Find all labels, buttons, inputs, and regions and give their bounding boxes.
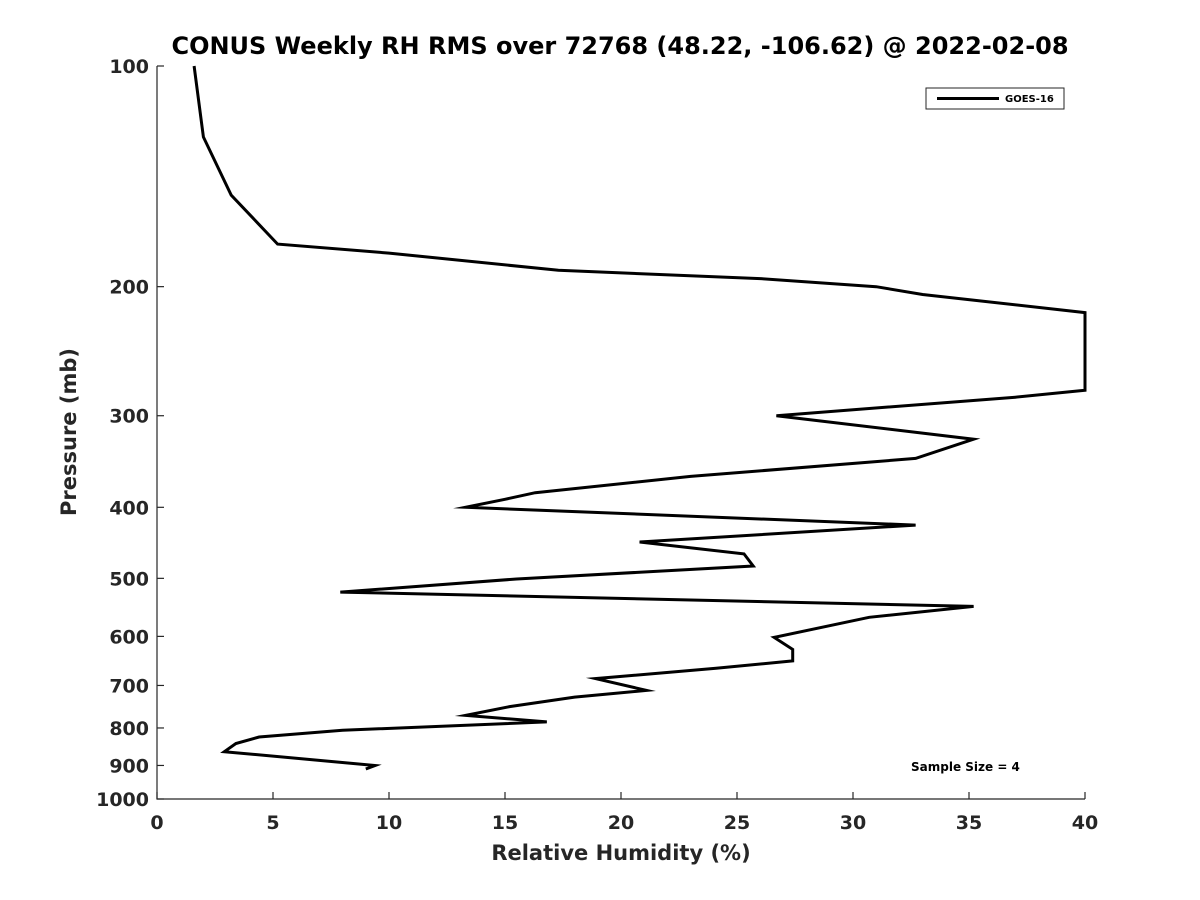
x-tick-label: 35 [956,812,982,834]
x-tick-label: 20 [608,812,634,834]
legend: GOES-16 [925,87,1065,110]
y-tick-label: 200 [109,277,149,299]
plot-area: 0 5 10 15 20 25 30 35 40 100 200 300 400 500 600 700 80… [96,56,1098,834]
y-tick-label: 800 [109,718,149,740]
x-tick-label: 5 [266,812,279,834]
series-layer [192,65,1087,771]
x-tick-label: 40 [1072,812,1098,834]
y-axis: 100 200 300 400 500 600 700 800 900 1000 [96,56,164,811]
y-tick-label: 500 [109,568,149,590]
y-tick-label: 600 [109,626,149,648]
y-tick-label: 1000 [96,789,149,811]
x-tick-label: 25 [724,812,750,834]
y-axis-label: Pressure (mb) [57,348,81,516]
x-axis-label: Relative Humidity (%) [491,841,750,865]
y-tick-label: 400 [109,497,149,519]
sample-size-annotation: Sample Size = 4 [911,760,1020,774]
y-tick-label: 900 [109,755,149,777]
y-tick-label: 700 [109,675,149,697]
axes-frame [156,66,1085,800]
chart-title: CONUS Weekly RH RMS over 72768 (48.22, -… [171,32,1068,60]
x-tick-label: 15 [492,812,518,834]
y-tick-label: 300 [109,406,149,428]
x-tick-label: 30 [840,812,866,834]
y-tick-label: 100 [109,56,149,78]
x-tick-label: 10 [376,812,402,834]
series-line-goes-16 [192,65,1087,771]
legend-entry-goes-16: GOES-16 [1005,94,1054,105]
x-tick-label: 0 [150,812,163,834]
x-axis: 0 5 10 15 20 25 30 35 40 [150,792,1098,834]
